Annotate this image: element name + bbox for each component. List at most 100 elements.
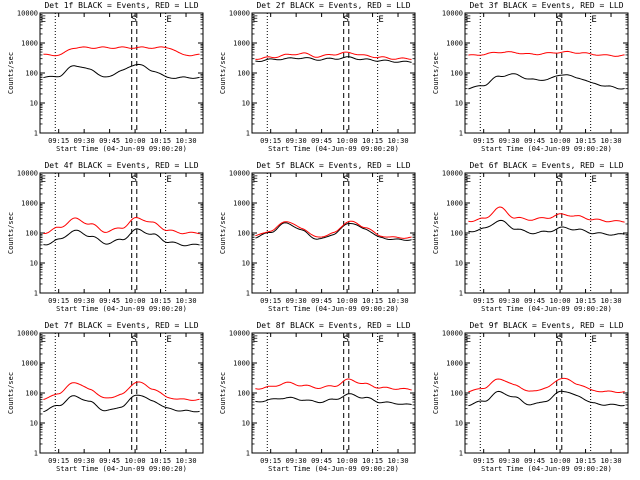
x-tick-label: 09:15 (260, 297, 281, 305)
x-axis-label: Start Time (04-Jun-09 09:00:20) (268, 305, 399, 313)
chart-title: Det 7f BLACK = Events, RED = LLD (44, 321, 198, 330)
x-tick-label: 09:45 (311, 137, 332, 145)
y-tick-label: 1000 (21, 360, 38, 368)
x-tick-label: 09:15 (48, 137, 69, 145)
y-axis-label: Counts/sec (432, 372, 440, 414)
y-tick-label: 1 (34, 290, 38, 298)
x-tick-label: 09:30 (499, 137, 520, 145)
chart-title: Det 8f BLACK = Events, RED = LLD (256, 321, 410, 330)
lld-series-line (468, 206, 625, 223)
marker-e: E (466, 15, 471, 25)
x-axis-label: Start Time (04-Jun-09 09:00:20) (56, 145, 187, 153)
y-tick-label: 10 (242, 420, 250, 428)
events-series-line (43, 394, 200, 413)
x-tick-label: 09:45 (524, 297, 545, 305)
y-tick-label: 100 (450, 230, 463, 238)
x-axis-label: Start Time (04-Jun-09 09:00:20) (268, 145, 399, 153)
x-axis-label: Start Time (04-Jun-09 09:00:20) (481, 145, 612, 153)
x-tick-label: 10:00 (337, 457, 358, 465)
x-tick-label: 10:30 (600, 137, 621, 145)
y-tick-label: 1000 (21, 40, 38, 48)
x-tick-label: 09:45 (99, 297, 120, 305)
y-tick-label: 100 (25, 230, 38, 238)
x-tick-label: 09:45 (311, 457, 332, 465)
x-tick-label: 10:15 (575, 137, 596, 145)
marker-s: S (557, 335, 562, 345)
y-tick-label: 100 (237, 390, 250, 398)
x-tick-label: 09:15 (260, 457, 281, 465)
chart-title: Det 9f BLACK = Events, RED = LLD (469, 321, 623, 330)
marker-s: S (344, 335, 349, 345)
x-axis-label: Start Time (04-Jun-09 09:00:20) (56, 305, 187, 313)
x-axis-label: Start Time (04-Jun-09 09:00:20) (481, 305, 612, 313)
events-series-line (255, 393, 412, 406)
x-tick-label: 10:30 (600, 457, 621, 465)
chart-panel-8: Det 8f BLACK = Events, RED = LLD 1 10 100 10… (219, 321, 416, 473)
x-tick-label: 10:15 (575, 297, 596, 305)
y-tick-label: 1000 (21, 200, 38, 208)
x-tick-label: 10:30 (175, 137, 196, 145)
y-tick-label: 1000 (446, 360, 463, 368)
marker-e: E (591, 335, 596, 345)
y-tick-label: 1000 (446, 40, 463, 48)
chart-panel-3: Det 3f BLACK = Events, RED = LLD 1 10 100 10… (432, 1, 629, 153)
x-tick-label: 10:15 (362, 137, 383, 145)
x-axis-label: Start Time (04-Jun-09 09:00:20) (268, 465, 399, 473)
x-tick-label: 10:15 (362, 457, 383, 465)
x-tick-label: 09:30 (286, 297, 307, 305)
lld-series-line (468, 50, 625, 57)
marker-e: E (466, 175, 471, 185)
y-tick-label: 1 (34, 130, 38, 138)
marker-e: E (41, 335, 46, 345)
lld-series-line (468, 377, 625, 393)
y-tick-label: 10 (242, 100, 250, 108)
x-tick-label: 09:45 (311, 297, 332, 305)
x-tick-label: 09:15 (48, 297, 69, 305)
x-tick-label: 10:15 (362, 297, 383, 305)
y-axis-label: Counts/sec (7, 52, 15, 94)
x-tick-label: 09:15 (473, 457, 494, 465)
y-tick-label: 10000 (17, 170, 38, 178)
x-tick-label: 09:30 (286, 457, 307, 465)
marker-e: E (253, 15, 258, 25)
x-tick-label: 09:15 (473, 297, 494, 305)
x-tick-label: 10:00 (550, 457, 571, 465)
x-tick-label: 09:45 (99, 457, 120, 465)
y-tick-label: 10000 (229, 330, 250, 338)
x-tick-label: 09:30 (74, 297, 95, 305)
x-tick-label: 10:30 (387, 137, 408, 145)
marker-e: E (41, 15, 46, 25)
chart-title: Det 4f BLACK = Events, RED = LLD (44, 161, 198, 170)
y-tick-label: 10000 (17, 330, 38, 338)
y-tick-label: 10000 (442, 10, 463, 18)
marker-e: E (253, 175, 258, 185)
marker-s: S (557, 175, 562, 185)
y-tick-label: 10000 (229, 170, 250, 178)
x-tick-label: 09:15 (48, 457, 69, 465)
x-tick-label: 09:45 (524, 137, 545, 145)
events-series-line (468, 219, 625, 236)
marker-e: E (378, 15, 383, 25)
y-tick-label: 100 (25, 70, 38, 78)
x-tick-label: 10:15 (150, 297, 171, 305)
y-tick-label: 10 (30, 100, 38, 108)
x-tick-label: 09:15 (260, 137, 281, 145)
y-tick-label: 10000 (17, 10, 38, 18)
plot-frame (251, 332, 416, 454)
marker-e: E (378, 335, 383, 345)
y-tick-label: 10 (455, 260, 463, 268)
marker-e: E (591, 15, 596, 25)
x-tick-label: 10:30 (387, 297, 408, 305)
y-tick-label: 1 (246, 130, 250, 138)
events-series-line (43, 228, 200, 247)
y-tick-label: 10 (242, 260, 250, 268)
lld-series-line (255, 51, 412, 60)
x-tick-label: 10:15 (150, 137, 171, 145)
y-axis-label: Counts/sec (7, 212, 15, 254)
marker-e: E (466, 335, 471, 345)
marker-e: E (591, 175, 596, 185)
chart-panel-9: Det 9f BLACK = Events, RED = LLD 1 10 100 10… (432, 321, 629, 473)
y-tick-label: 100 (237, 70, 250, 78)
x-tick-label: 10:30 (175, 457, 196, 465)
